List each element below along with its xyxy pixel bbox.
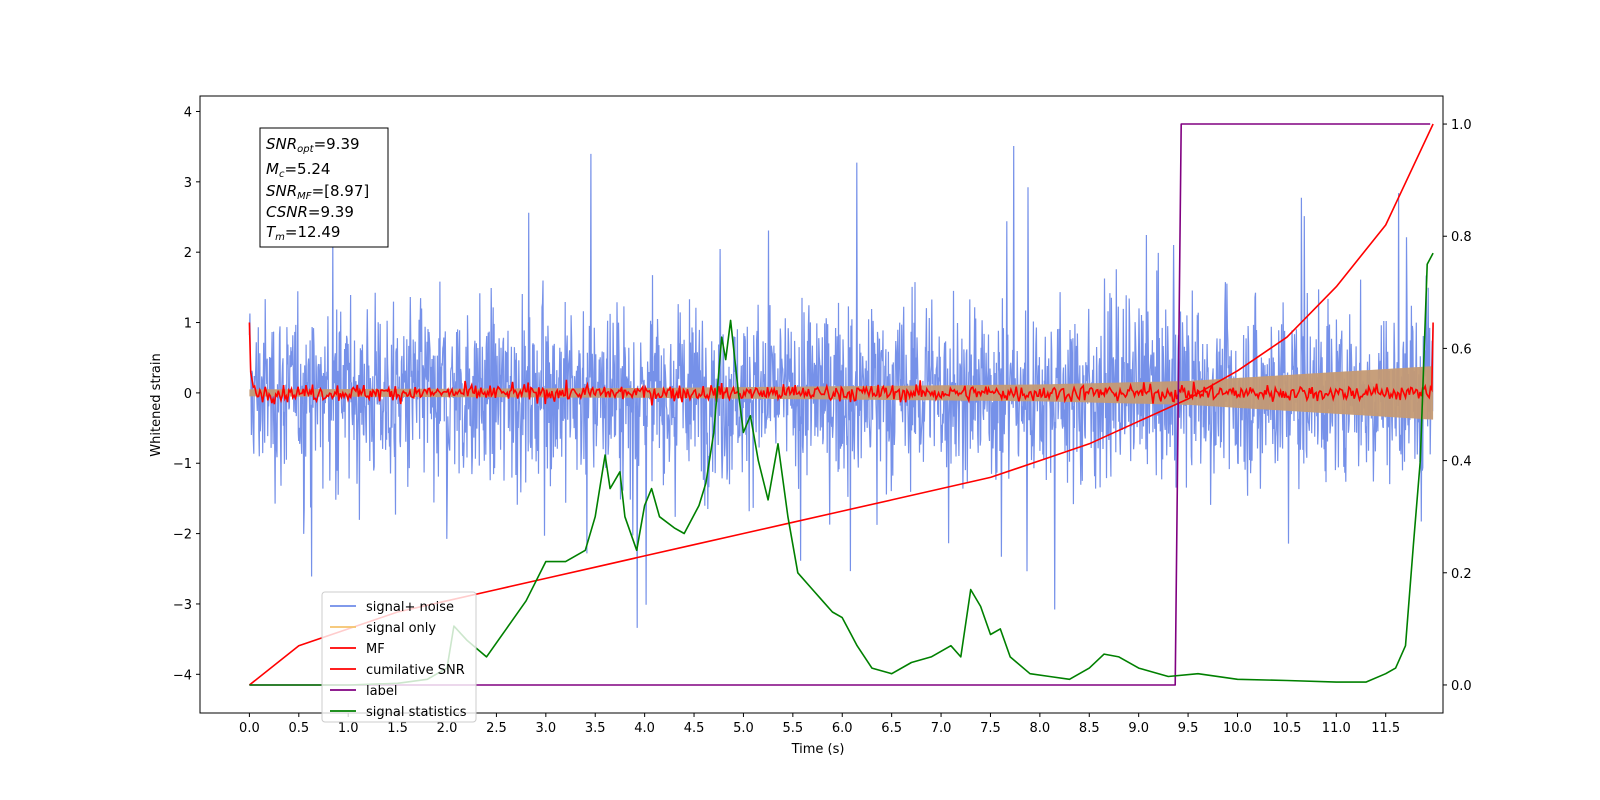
x-tick-label: 6.0 [832, 721, 853, 736]
info-tm: Tm=12.49 [266, 223, 340, 243]
info-snr-opt: SNRopt=9.39 [266, 135, 360, 155]
x-tick-label: 0.0 [239, 721, 260, 736]
x-tick-label: 0.5 [288, 721, 309, 736]
y-right-tick-label: 0.0 [1451, 679, 1472, 694]
x-tick-label: 1.0 [338, 721, 359, 736]
x-tick-label: 3.0 [535, 721, 556, 736]
series-label [249, 123, 1431, 686]
x-tick-label: 3.5 [585, 721, 606, 736]
y-right-tick-label: 0.2 [1451, 567, 1472, 582]
y-tick-label: −2 [173, 528, 192, 543]
x-axis: 0.0 0.5 1.0 1.5 2.0 2.5 3.0 3.5 4.0 4.5 5.0 5.5 6.0 6… [239, 713, 1400, 736]
x-tick-label: 2.5 [486, 721, 507, 736]
legend-label: label [366, 684, 397, 699]
info-csnr: CSNR=9.39 [266, 203, 354, 221]
series-signal-statistics [249, 252, 1434, 686]
legend-label: MF [366, 642, 385, 657]
x-tick-label: 9.0 [1128, 721, 1149, 736]
y-tick-label: −1 [173, 457, 192, 472]
y-right-tick-label: 1.0 [1451, 118, 1472, 133]
x-tick-label: 8.0 [1030, 721, 1051, 736]
y-right-tick-label: 0.4 [1451, 455, 1472, 470]
info-snr-mf: SNRMF=[8.97] [266, 182, 369, 202]
info-mc: Mc=5.24 [266, 160, 330, 180]
x-tick-label: 2.0 [437, 721, 458, 736]
x-tick-label: 6.5 [881, 721, 902, 736]
x-tick-label: 5.0 [733, 721, 754, 736]
series-mf [248, 322, 1434, 406]
y-tick-label: 0 [184, 387, 192, 402]
y-tick-label: 4 [184, 105, 192, 120]
x-tick-label: 7.0 [931, 721, 952, 736]
series-signal-noise [248, 145, 1434, 628]
x-axis-label: Time (s) [791, 742, 845, 757]
x-tick-label: 8.5 [1079, 721, 1100, 736]
info-box: SNRopt=9.39 Mc=5.24 SNRMF=[8.97] CSNR=9.… [259, 127, 389, 248]
axes-frame [199, 95, 1444, 714]
x-tick-label: 1.5 [387, 721, 408, 736]
y-right-tick-label: 0.8 [1451, 230, 1472, 245]
y-tick-label: −4 [173, 668, 192, 683]
x-tick-label: 11.0 [1322, 721, 1351, 736]
y-axis-right: 0.0 0.2 0.4 0.6 0.8 1.0 [1443, 118, 1472, 694]
legend-label: cumilative SNR [366, 663, 465, 678]
y-axis-left: −4 −3 −2 −1 0 1 2 3 4 [173, 105, 200, 683]
y-axis-label: Whitened strain [149, 353, 164, 456]
x-tick-label: 10.5 [1272, 721, 1301, 736]
y-tick-label: 3 [184, 176, 192, 191]
legend-label: signal statistics [366, 705, 467, 720]
y-tick-label: 1 [184, 317, 192, 332]
y-tick-label: −3 [173, 598, 192, 613]
y-tick-label: 2 [184, 246, 192, 261]
x-tick-label: 5.5 [783, 721, 804, 736]
x-tick-label: 4.0 [634, 721, 655, 736]
legend-label: signal only [366, 621, 436, 636]
x-tick-label: 4.5 [684, 721, 705, 736]
legend: signal+ noise signal only MF cumilative SNR… [321, 591, 477, 723]
x-tick-label: 7.5 [980, 721, 1001, 736]
x-tick-label: 10.0 [1223, 721, 1252, 736]
x-tick-label: 9.5 [1178, 721, 1199, 736]
x-tick-label: 11.5 [1371, 721, 1400, 736]
legend-label: signal+ noise [366, 600, 454, 615]
y-right-tick-label: 0.6 [1451, 342, 1472, 357]
